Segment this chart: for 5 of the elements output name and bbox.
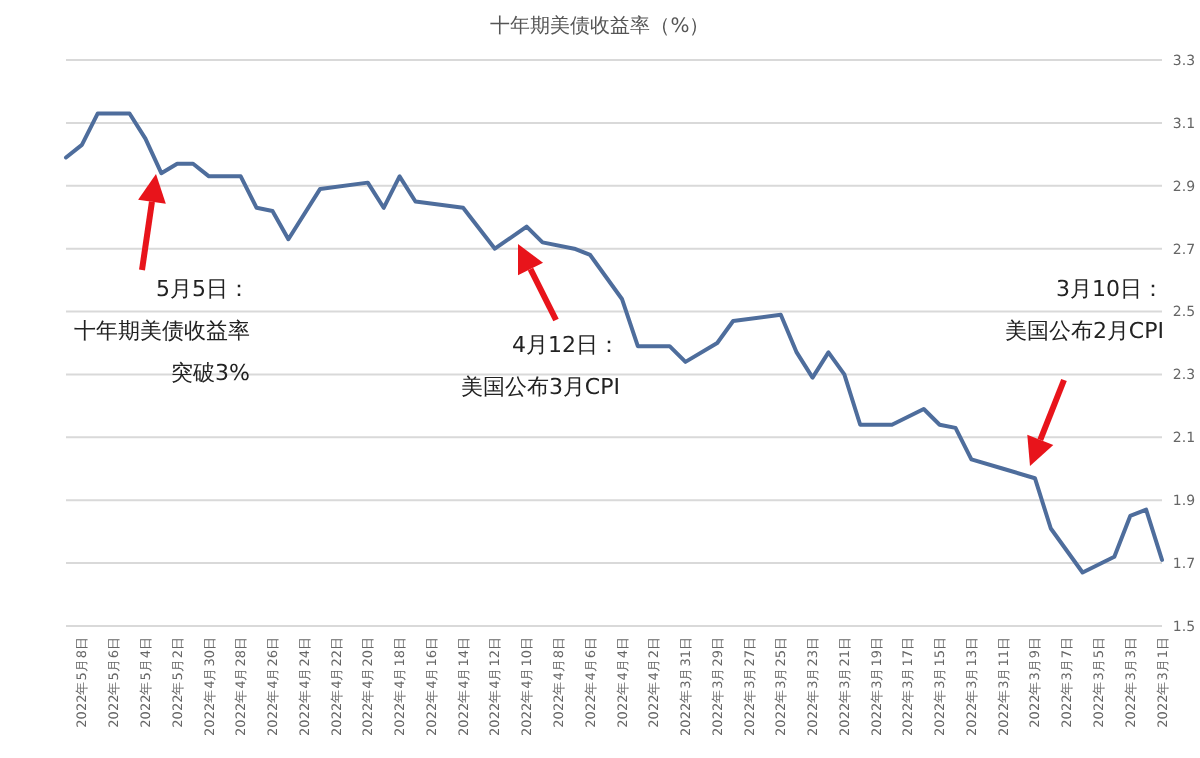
annotation: 3月10日：美国公布2月CPI [1004, 276, 1164, 344]
chart-title: 十年期美债收益率（%） [490, 14, 710, 38]
line-series [64, 111, 1164, 575]
annotation: 5月5日：十年期美债收益率突破3% [74, 276, 250, 386]
annotation: 4月12日：美国公布3月CPI [460, 332, 620, 400]
